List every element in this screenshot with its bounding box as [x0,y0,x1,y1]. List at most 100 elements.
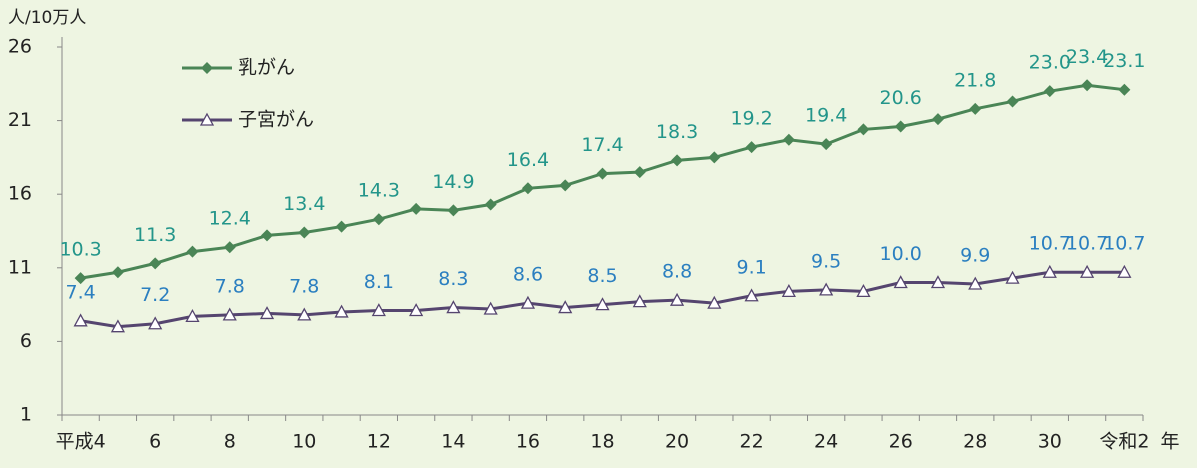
marker [371,303,386,317]
marker [596,167,609,180]
value-label: 10.7 [1029,233,1071,255]
marker [410,202,423,215]
x-tick-label: 8 [224,431,236,453]
marker [781,283,796,298]
value-label: 8.5 [587,265,617,287]
value-label: 14.9 [432,171,474,193]
marker [483,301,498,315]
value-label: 23.1 [1103,50,1145,72]
marker [261,229,274,242]
x-tick-label: 20 [665,431,689,453]
value-label: 7.4 [66,281,96,303]
marker [893,275,908,289]
marker [447,204,460,217]
marker [595,297,610,311]
marker [1043,85,1056,98]
marker [298,226,311,239]
marker [110,319,126,333]
x-tick-label: 10 [292,431,316,453]
y-tick-label: 16 [8,183,32,205]
marker [633,166,646,179]
value-label: 11.3 [134,224,176,246]
marker [148,316,163,330]
value-label: 20.6 [880,87,922,109]
marker [1079,264,1095,278]
value-label: 8.6 [513,264,543,286]
marker [297,307,312,321]
x-tick-label: 24 [814,431,838,453]
marker [1118,83,1131,96]
marker [819,282,834,296]
marker [484,198,497,211]
value-label: 23.4 [1066,46,1108,68]
marker [335,220,348,233]
value-label: 13.4 [283,193,325,215]
y-tick-label: 11 [8,256,32,278]
value-label: 10.0 [880,243,922,265]
marker [931,113,944,126]
marker [222,307,237,321]
legend-label: 子宮がん [238,109,314,131]
marker [857,123,870,136]
x-axis-label: 年 [1160,431,1179,453]
y-tick-label: 6 [20,330,32,352]
value-label: 14.3 [358,180,400,202]
legend-label: 乳がん [238,57,295,79]
marker [223,241,236,254]
marker [930,275,946,289]
value-label: 10.3 [59,239,101,261]
value-label: 7.2 [140,284,170,306]
marker [856,283,871,298]
value-label: 23.0 [1029,52,1071,74]
value-label: 9.5 [811,250,841,272]
marker [671,154,684,167]
marker [708,151,721,164]
marker [1005,270,1020,284]
value-label: 7.8 [215,275,245,297]
value-label: 19.4 [805,105,847,127]
y-tick-label: 26 [8,36,32,58]
marker [372,213,385,226]
marker [149,257,162,270]
x-tick-label: 平成4 [56,431,106,453]
value-label: 9.9 [960,244,990,266]
y-tick-label: 1 [20,404,32,426]
value-label: 10.7 [1066,233,1108,255]
value-label: 16.4 [507,149,549,171]
marker [1117,264,1132,278]
x-tick-label: 6 [149,431,161,453]
x-tick-label: 26 [889,431,913,453]
x-tick-label: 22 [740,431,764,453]
marker [558,300,573,314]
value-label: 7.8 [289,275,319,297]
value-label: 8.8 [662,261,692,283]
value-label: 9.1 [736,256,766,278]
x-tick-label: 30 [1038,431,1062,453]
value-label: 21.8 [954,69,996,91]
marker [894,120,907,133]
marker [968,276,983,290]
marker [969,102,982,115]
marker [820,138,833,151]
value-label: 8.3 [438,268,468,290]
x-tick-label: 12 [367,431,391,453]
marker [74,272,87,285]
marker [559,179,572,192]
marker [744,288,759,302]
marker [185,309,200,323]
marker [334,304,349,318]
marker [521,182,534,195]
marker [199,112,215,126]
value-label: 10.7 [1103,233,1145,255]
marker [520,295,536,309]
value-label: 12.4 [209,208,251,230]
value-label: 17.4 [581,134,623,156]
value-label: 8.1 [364,271,394,293]
y-tick-label: 21 [8,109,32,131]
x-tick-label: 18 [590,431,614,453]
marker [669,292,685,306]
x-tick-label: 14 [441,431,465,453]
marker [707,295,722,309]
marker [111,266,124,279]
